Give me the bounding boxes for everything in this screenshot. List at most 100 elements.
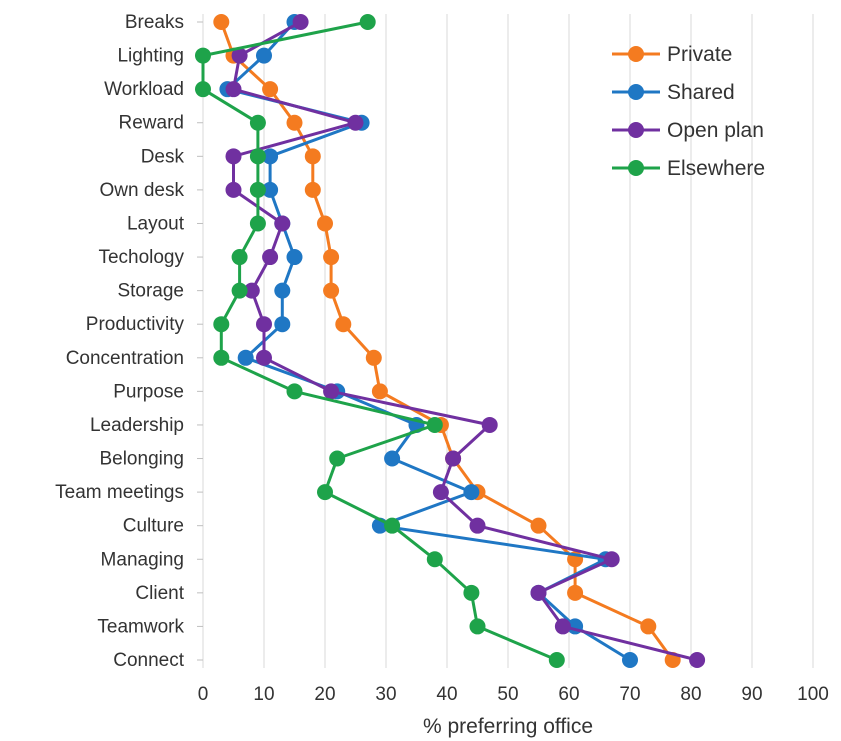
data-point <box>548 652 565 668</box>
data-point <box>231 282 248 299</box>
data-point <box>249 114 266 131</box>
category-axis: Breaks Lighting Workload Reward Desk Own desk… <box>55 12 185 671</box>
category-label: Workload <box>104 79 184 100</box>
x-tick-label: 10 <box>253 684 274 705</box>
legend-marker <box>628 84 644 100</box>
data-point <box>329 450 346 467</box>
x-tick-label: 80 <box>680 684 701 705</box>
data-point <box>286 249 303 266</box>
x-tick-label: 30 <box>375 684 396 705</box>
data-point <box>243 282 260 299</box>
data-point <box>292 14 309 30</box>
data-point <box>304 148 321 165</box>
legend-item: Open plan <box>612 119 764 142</box>
data-point <box>622 652 638 668</box>
legend-item: Shared <box>612 81 735 104</box>
data-point <box>237 349 254 366</box>
category-label: Purpose <box>113 381 184 402</box>
data-point <box>323 383 340 400</box>
data-point <box>384 517 401 534</box>
data-point <box>530 517 547 534</box>
category-label: Techology <box>98 247 184 268</box>
category-label: Breaks <box>125 12 184 33</box>
legend-marker <box>628 160 644 176</box>
data-point <box>365 349 382 366</box>
x-tick-label: 0 <box>198 684 209 705</box>
data-point <box>195 47 211 64</box>
data-point <box>640 618 657 635</box>
data-point <box>554 618 571 635</box>
category-label: Storage <box>117 281 184 302</box>
data-point <box>567 584 584 601</box>
category-label: Reward <box>119 113 184 134</box>
data-point <box>231 47 248 64</box>
legend-label: Open plan <box>667 119 764 142</box>
category-label: Belonging <box>99 449 184 470</box>
data-point <box>432 484 449 501</box>
series-open-plan <box>225 14 706 668</box>
data-point <box>426 551 443 568</box>
category-label: Productivity <box>86 314 185 335</box>
series-line <box>232 20 698 662</box>
data-point <box>249 148 266 165</box>
data-point <box>286 114 303 131</box>
data-point <box>262 81 279 98</box>
x-tick-label: 100 <box>797 684 829 705</box>
x-axis-title: % preferring office <box>423 715 593 738</box>
x-tick-label: 50 <box>497 684 518 705</box>
data-point <box>249 215 266 232</box>
data-point <box>371 383 388 400</box>
x-tick-label: 40 <box>436 684 457 705</box>
category-label: Client <box>135 583 184 604</box>
x-tick-label: 60 <box>558 684 579 705</box>
data-point <box>469 618 486 635</box>
data-point <box>603 551 620 568</box>
data-point <box>274 215 291 232</box>
data-point <box>445 450 462 467</box>
legend-label: Private <box>667 43 732 66</box>
x-tick-label: 90 <box>741 684 762 705</box>
data-point <box>274 316 291 333</box>
category-label: Leadership <box>90 415 184 436</box>
category-label: Connect <box>113 650 184 671</box>
x-tick-label: 20 <box>314 684 335 705</box>
data-point <box>463 484 480 501</box>
category-label: Culture <box>123 516 184 537</box>
data-point <box>463 584 480 601</box>
series-elsewhere <box>195 14 565 668</box>
legend-item: Private <box>612 43 732 66</box>
data-point <box>304 181 321 198</box>
data-point <box>323 249 340 266</box>
data-point <box>323 282 340 299</box>
data-point <box>213 14 230 30</box>
data-point <box>359 14 376 30</box>
data-point <box>262 249 279 266</box>
category-label: Desk <box>141 146 185 167</box>
data-point <box>689 652 706 668</box>
category-label: Lighting <box>117 46 184 67</box>
category-label: Own desk <box>100 180 185 201</box>
data-point <box>256 47 272 64</box>
series-group <box>195 14 706 668</box>
data-point <box>225 181 242 198</box>
data-point <box>225 148 242 165</box>
data-point <box>256 349 272 366</box>
data-point <box>195 81 211 98</box>
category-label: Team meetings <box>55 482 184 503</box>
category-label: Concentration <box>66 348 184 369</box>
data-point <box>469 517 486 534</box>
legend-marker <box>628 46 644 62</box>
data-point <box>213 316 230 333</box>
data-point <box>256 316 272 333</box>
value-axis: 0 10 20 30 40 50 60 70 80 90 100 <box>198 684 829 705</box>
grid-lines <box>197 14 814 668</box>
legend-marker <box>628 122 644 138</box>
legend-label: Shared <box>667 81 735 104</box>
data-point <box>262 148 279 165</box>
data-point <box>262 181 279 198</box>
data-point <box>231 249 248 266</box>
legend: Private Shared Open plan Elsewhere <box>612 43 765 180</box>
data-point <box>249 181 266 198</box>
data-point <box>426 416 443 433</box>
